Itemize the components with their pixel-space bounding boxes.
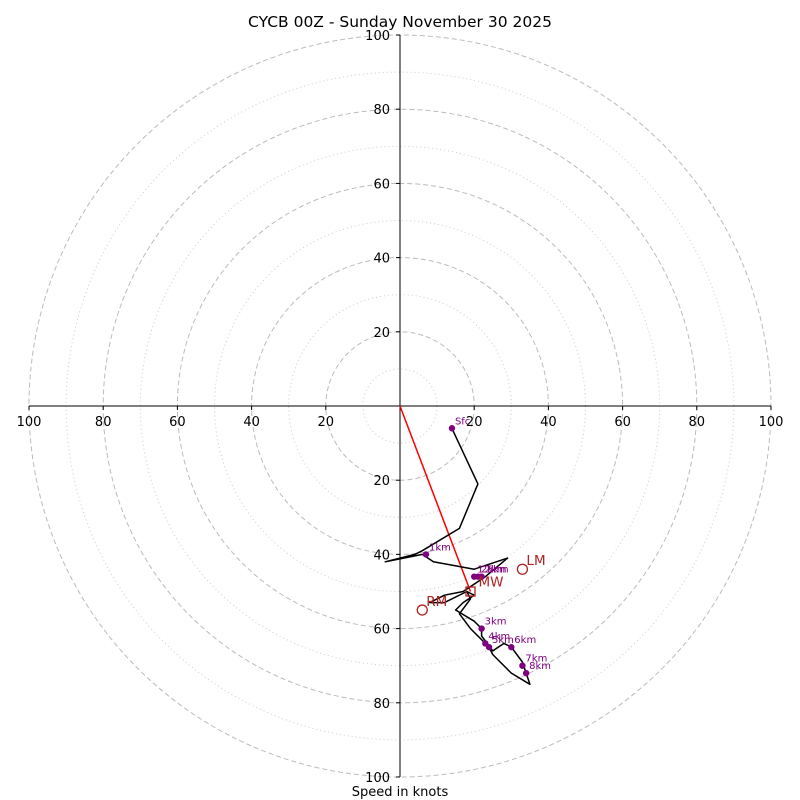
height-marker-dot bbox=[508, 643, 515, 651]
height-marker-label: 3km bbox=[485, 617, 507, 628]
storm-motion-vector bbox=[399, 405, 472, 592]
x-tick-label: 80 bbox=[95, 415, 112, 430]
y-tick-label: 100 bbox=[365, 29, 390, 44]
height-marker-label: 6km bbox=[514, 635, 536, 646]
x-tick-label: 40 bbox=[243, 415, 260, 430]
x-axis-label: Speed in knots bbox=[352, 785, 449, 800]
bunkers-vector-line bbox=[399, 405, 472, 592]
height-marker-dot bbox=[448, 425, 456, 432]
x-tick-label: 60 bbox=[169, 415, 186, 430]
mean-wind-label: MW bbox=[478, 575, 503, 591]
x-tick-label: 40 bbox=[540, 415, 557, 430]
height-marker-label: 4km bbox=[488, 631, 510, 642]
height-marker-dot bbox=[485, 643, 493, 651]
height-marker-label: 2km bbox=[481, 565, 503, 576]
y-tick-label: 20 bbox=[373, 326, 390, 341]
height-marker-label: 5km bbox=[492, 635, 514, 646]
x-tick-label: 20 bbox=[318, 415, 335, 430]
y-tick-label: 60 bbox=[373, 623, 390, 638]
x-ticks: 100 80 60 40 20 20 40 60 80 100 bbox=[17, 406, 784, 430]
height-marker-label: Sfc bbox=[455, 416, 470, 427]
y-tick-label: 100 bbox=[365, 771, 390, 786]
height-marker-dot bbox=[478, 625, 485, 632]
mean-wind-marker bbox=[465, 586, 476, 597]
hodograph-trace bbox=[384, 427, 531, 686]
x-tick-label: 80 bbox=[689, 415, 706, 430]
rm-motion-label: RM bbox=[426, 594, 447, 610]
height-marker-label: 1km bbox=[429, 542, 451, 553]
y-tick-label: 40 bbox=[373, 252, 390, 267]
height-marker-dot bbox=[422, 551, 430, 558]
x-tick-label: 60 bbox=[614, 415, 631, 430]
y-tick-label: 60 bbox=[373, 177, 390, 192]
x-tick-label: 100 bbox=[759, 415, 784, 430]
height-marker-label: 7km bbox=[525, 654, 547, 665]
height-marker-label: 1.5km bbox=[477, 565, 508, 576]
height-marker-dot bbox=[519, 662, 526, 669]
height-marker-dot bbox=[478, 573, 485, 580]
motion-markers: LM RM MW bbox=[416, 553, 546, 616]
y-tick-label: 40 bbox=[373, 548, 390, 563]
height-marker-label: 8km bbox=[529, 661, 551, 672]
hodograph-line bbox=[384, 427, 531, 686]
rm-motion-marker bbox=[416, 604, 428, 616]
y-tick-label: 80 bbox=[373, 697, 390, 712]
chart-title: CYCB 00Z - Sunday November 30 2025 bbox=[248, 13, 552, 31]
height-marker-dot bbox=[522, 669, 530, 677]
y-ticks: 100 80 60 40 20 20 40 60 80 100 bbox=[365, 29, 400, 786]
lm-motion-marker bbox=[516, 563, 529, 575]
y-tick-label: 80 bbox=[373, 103, 390, 118]
y-tick-label: 20 bbox=[373, 474, 390, 489]
lm-motion-label: LM bbox=[526, 553, 545, 569]
x-tick-label: 100 bbox=[17, 415, 42, 430]
x-tick-label: 20 bbox=[466, 415, 483, 430]
height-marker-label: 2km bbox=[485, 565, 507, 576]
